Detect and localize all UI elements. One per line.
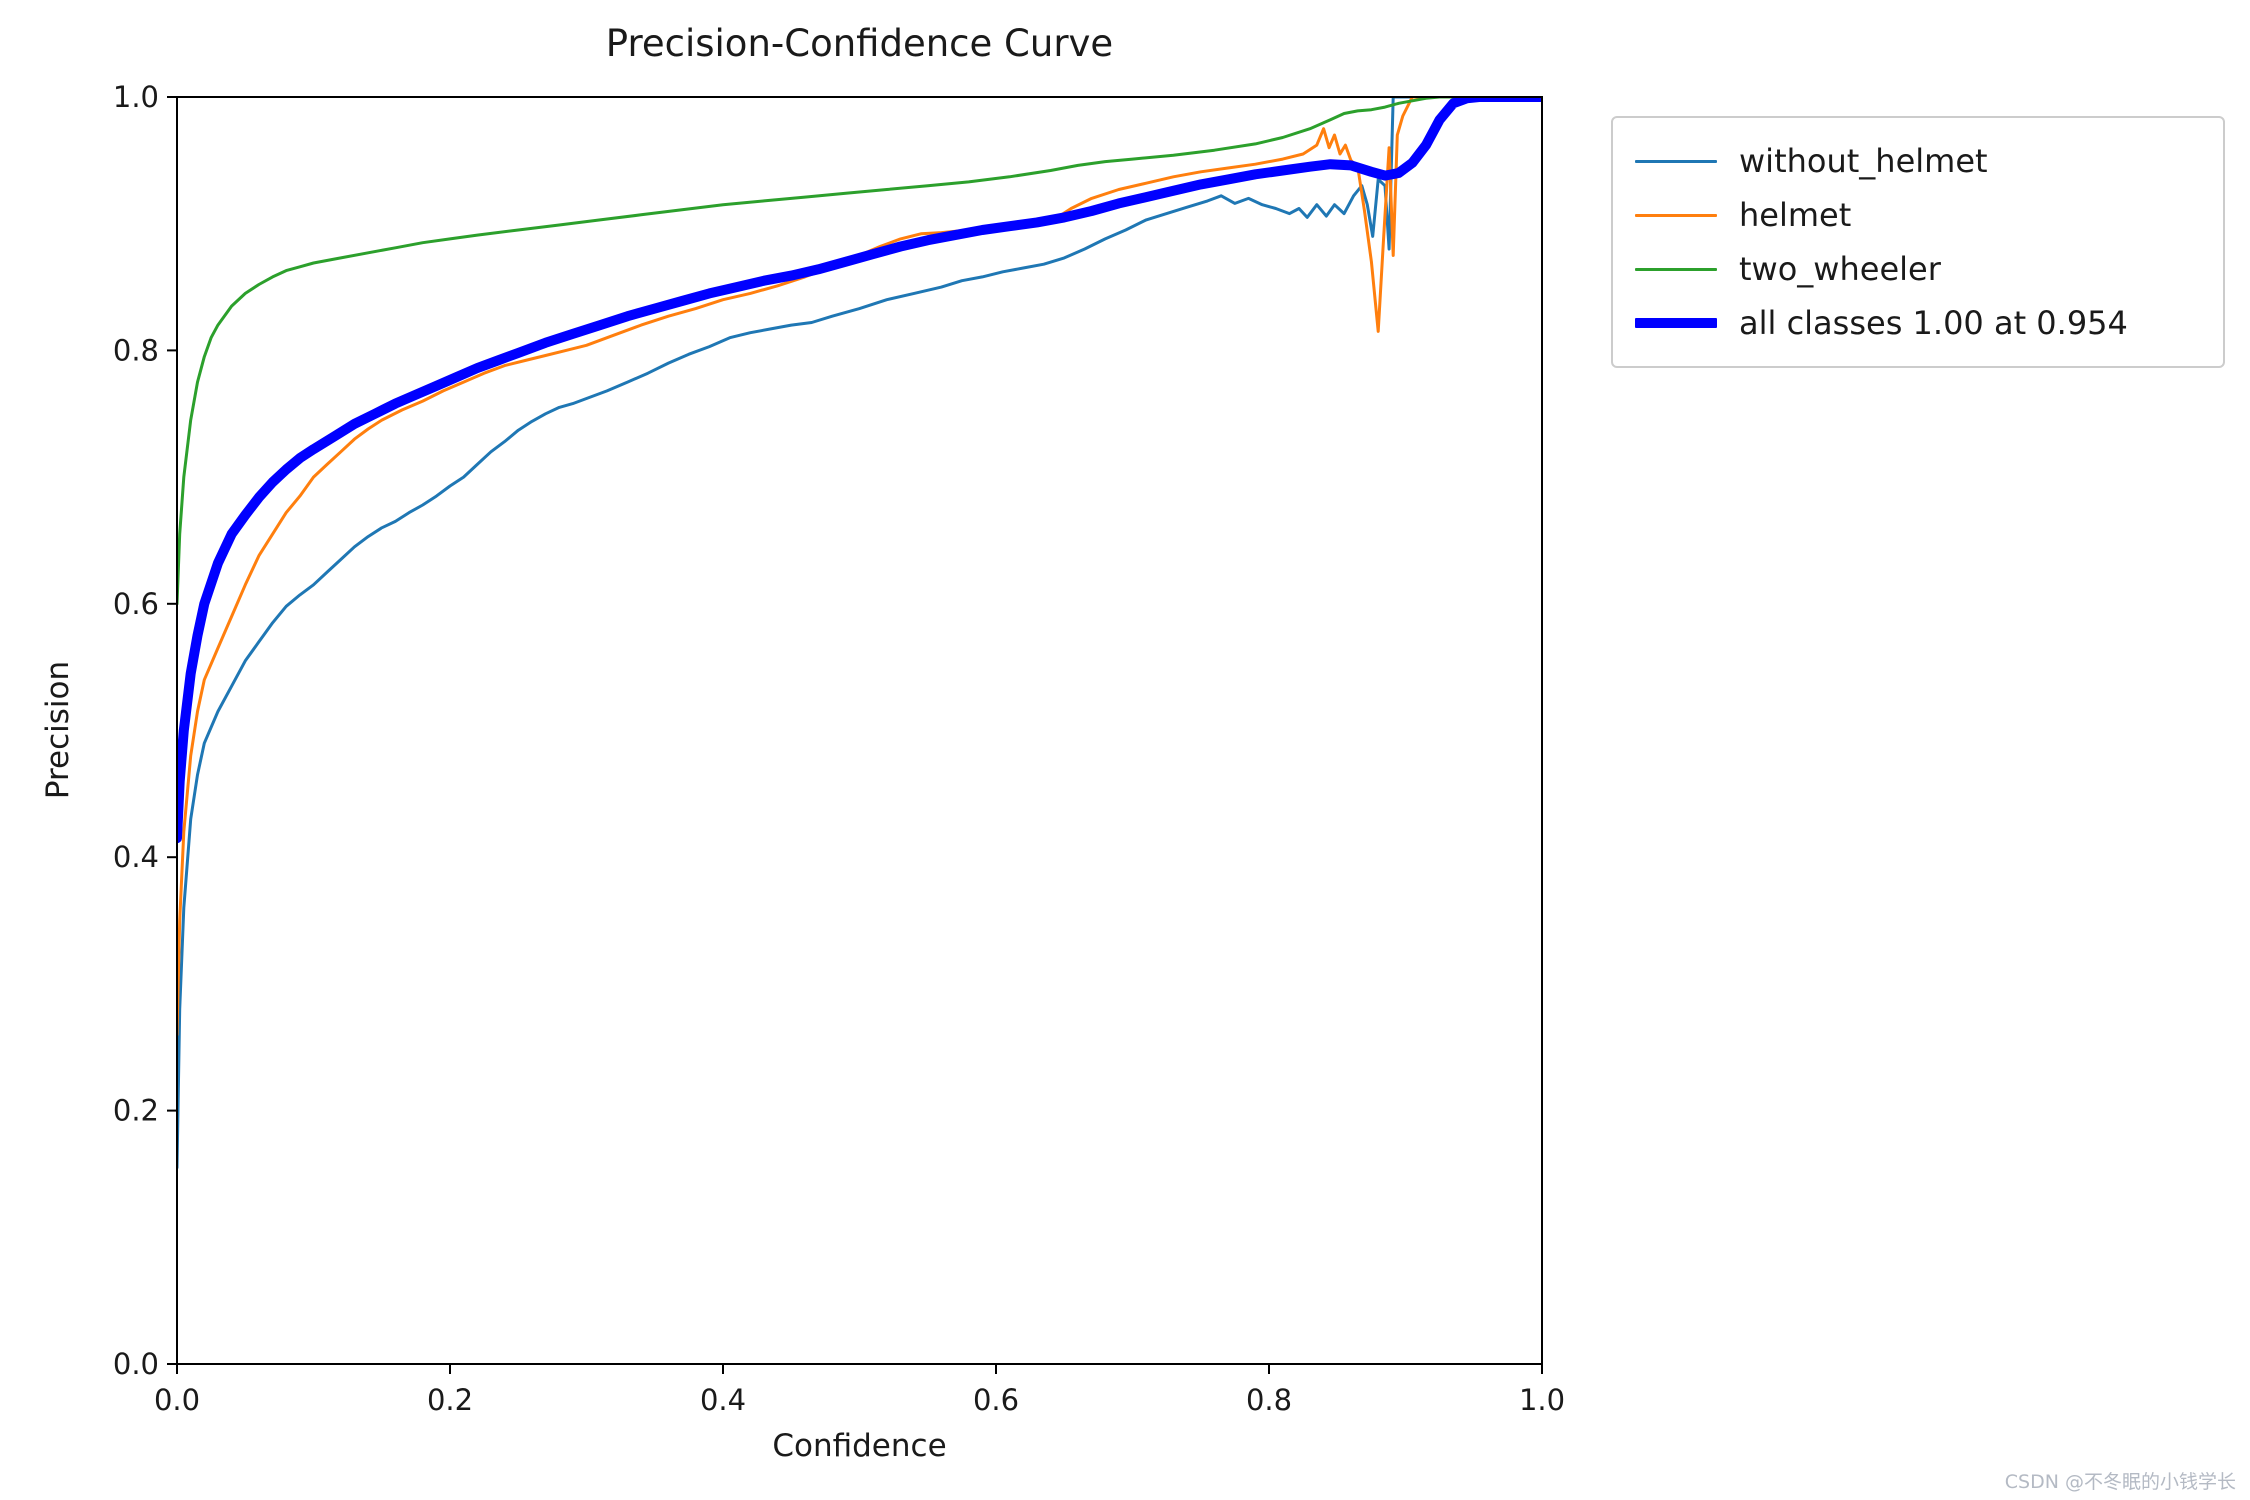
y-axis-label: Precision — [40, 660, 76, 800]
plot-frame — [176, 96, 1543, 1365]
x-tick-label: 0.6 — [973, 1383, 1019, 1417]
legend-item-helmet: helmet — [1635, 188, 2201, 242]
x-tick-label: 1.0 — [1519, 1383, 1565, 1417]
x-axis-label: Confidence — [772, 1428, 947, 1464]
y-tick-label: 0.8 — [113, 333, 159, 367]
legend-item-without-helmet: without_helmet — [1635, 134, 2201, 188]
legend-item-all-classes: all classes 1.00 at 0.954 — [1635, 296, 2201, 350]
x-tick-label: 0.0 — [154, 1383, 200, 1417]
legend-line-swatch — [1635, 213, 1717, 217]
legend-line-swatch — [1635, 318, 1717, 328]
x-tick-label: 0.2 — [427, 1383, 473, 1417]
x-tick-label: 0.4 — [700, 1383, 746, 1417]
legend-item-label: without_helmet — [1739, 142, 1988, 180]
series-line-all-classes-1-00-at-0-954 — [177, 97, 1542, 844]
y-tick-label: 0.0 — [113, 1347, 159, 1381]
y-tick-label: 0.2 — [113, 1094, 159, 1128]
legend-line-swatch — [1635, 267, 1717, 271]
legend-item-label: helmet — [1739, 196, 1852, 234]
axis-ticks: 0.0 0.2 0.4 0.6 0.8 1.0 0.0 0.2 0.4 0.6 0.8 1.0 — [113, 80, 1565, 1417]
y-tick-label: 0.6 — [113, 587, 159, 621]
series-line-without-helmet — [177, 97, 1542, 1170]
y-tick-label: 0.4 — [113, 840, 159, 874]
series-line-helmet — [177, 97, 1542, 1037]
legend-line-swatch — [1635, 159, 1717, 163]
chart-title: Precision-Confidence Curve — [605, 22, 1114, 65]
y-tick-label: 1.0 — [113, 80, 159, 114]
legend: without_helmet helmet two_wheeler all cl… — [1611, 116, 2225, 368]
legend-item-two-wheeler: two_wheeler — [1635, 242, 2201, 296]
x-tick-label: 0.8 — [1246, 1383, 1292, 1417]
legend-item-label: two_wheeler — [1739, 250, 1941, 288]
watermark-text: CSDN @不冬眠的小钱学长 — [2004, 1471, 2236, 1493]
series-line-two-wheeler — [177, 97, 1542, 606]
legend-item-label: all classes 1.00 at 0.954 — [1739, 304, 2128, 342]
